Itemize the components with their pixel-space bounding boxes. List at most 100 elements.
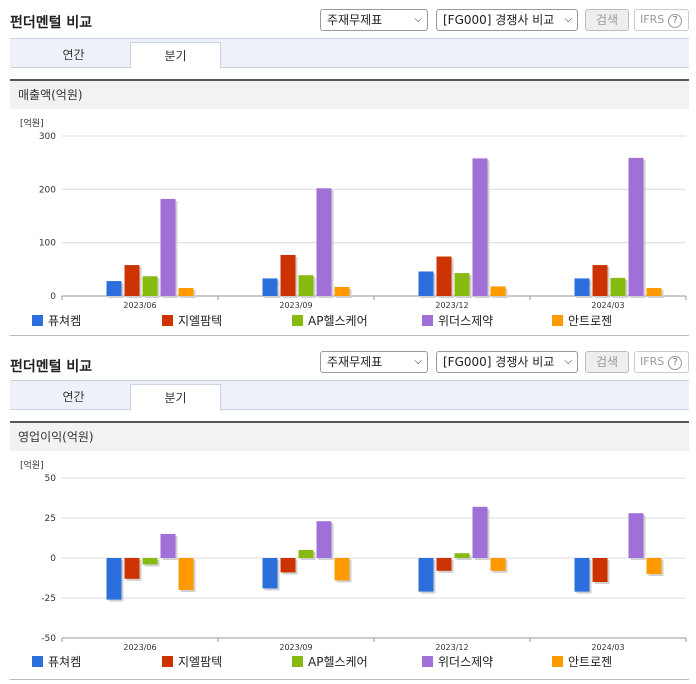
bar[interactable] bbox=[628, 513, 644, 558]
legend-item[interactable]: 위더스제약 bbox=[422, 313, 493, 329]
bar[interactable] bbox=[334, 558, 350, 581]
help-icon[interactable]: ? bbox=[668, 356, 683, 370]
peer-select[interactable]: [FG000] 경쟁사 비교 ⌵ bbox=[436, 9, 578, 31]
y-tick-label: 200 bbox=[39, 185, 56, 195]
legend-swatch bbox=[292, 656, 303, 667]
help-icon[interactable]: ? bbox=[668, 14, 683, 28]
bar[interactable] bbox=[298, 550, 314, 558]
peer-select[interactable]: [FG000] 경쟁사 비교 ⌵ bbox=[436, 351, 578, 373]
statement-select-value: 주재무제표 bbox=[327, 13, 383, 27]
bar[interactable] bbox=[280, 254, 296, 296]
bar[interactable] bbox=[628, 157, 644, 296]
bar[interactable] bbox=[106, 281, 122, 296]
bar[interactable] bbox=[124, 558, 140, 579]
bar[interactable] bbox=[334, 286, 350, 296]
section-title: 펀더멘털 비교 bbox=[10, 359, 93, 375]
tab-quarterly[interactable]: 분기 bbox=[130, 42, 221, 69]
bar[interactable] bbox=[472, 158, 488, 296]
legend-swatch bbox=[422, 315, 433, 326]
ifrs-button[interactable]: IFRS? bbox=[634, 351, 689, 373]
section-title: 펀더멘털 비교 bbox=[10, 15, 93, 31]
bar[interactable] bbox=[178, 288, 194, 296]
divider bbox=[10, 679, 689, 680]
bar[interactable] bbox=[262, 278, 278, 296]
bar[interactable] bbox=[592, 265, 608, 296]
x-tick-label: 2023/12 bbox=[435, 643, 468, 652]
bar[interactable] bbox=[106, 558, 122, 600]
legend-swatch bbox=[292, 315, 303, 326]
panel-title: 매출액(억원) bbox=[10, 79, 689, 109]
y-tick-label: 300 bbox=[39, 132, 56, 142]
peer-select-value: [FG000] 경쟁사 비교 bbox=[443, 13, 555, 27]
bar[interactable] bbox=[316, 188, 332, 296]
chevron-down-icon: ⌵ bbox=[564, 14, 572, 25]
legend-item[interactable]: 위더스제약 bbox=[422, 654, 493, 670]
bar[interactable] bbox=[490, 286, 506, 296]
bar[interactable] bbox=[160, 534, 176, 558]
legend-swatch bbox=[552, 656, 563, 667]
bar[interactable] bbox=[418, 558, 434, 592]
bar[interactable] bbox=[178, 558, 194, 590]
bar[interactable] bbox=[592, 558, 608, 582]
bar[interactable] bbox=[142, 558, 158, 565]
peer-select-value: [FG000] 경쟁사 비교 bbox=[443, 355, 555, 369]
legend-item[interactable]: 지엘팜텍 bbox=[162, 654, 222, 670]
legend-item[interactable]: 퓨쳐켐 bbox=[32, 654, 81, 670]
revenue-chart: [억원] 0 100 200 300 2023/06 2023/09 2023/12 2024/… bbox=[20, 117, 687, 310]
bar[interactable] bbox=[646, 558, 662, 574]
legend-item[interactable]: 안트로젠 bbox=[552, 654, 612, 670]
legend-swatch bbox=[32, 315, 43, 326]
legend-item[interactable]: AP헬스케어 bbox=[292, 313, 368, 329]
y-tick-label: -50 bbox=[41, 634, 56, 644]
bar[interactable] bbox=[142, 276, 158, 296]
operating-profit-chart: [억원] -50 -25 0 25 50 2023/06 2023/09 2023/12 2024… bbox=[20, 459, 687, 652]
bar[interactable] bbox=[436, 558, 452, 571]
tab-quarterly[interactable]: 분기 bbox=[130, 384, 221, 411]
legend-item[interactable]: 안트로젠 bbox=[552, 313, 612, 329]
ifrs-button[interactable]: IFRS? bbox=[634, 9, 689, 31]
legend-label: 지엘팜텍 bbox=[178, 655, 223, 669]
y-tick-label: 0 bbox=[50, 554, 56, 564]
legend-label: 지엘팜텍 bbox=[178, 314, 223, 328]
bar[interactable] bbox=[418, 271, 434, 296]
bar[interactable] bbox=[280, 558, 296, 573]
legend-item[interactable]: 퓨쳐켐 bbox=[32, 313, 81, 329]
y-tick-label: 50 bbox=[45, 474, 57, 484]
x-tick-label: 2023/09 bbox=[279, 643, 312, 652]
bar[interactable] bbox=[436, 256, 452, 296]
search-button[interactable]: 검색 bbox=[585, 9, 629, 31]
bar[interactable] bbox=[262, 558, 278, 589]
bar[interactable] bbox=[454, 273, 470, 296]
bar[interactable] bbox=[574, 558, 590, 592]
tab-annual[interactable]: 연간 bbox=[62, 48, 85, 62]
statement-select[interactable]: 주재무제표 ⌵ bbox=[320, 9, 428, 31]
period-tabs: 연간 분기 bbox=[10, 38, 689, 69]
divider bbox=[10, 335, 689, 336]
bar[interactable] bbox=[646, 288, 662, 296]
y-tick-label: 100 bbox=[39, 239, 56, 249]
chart-legend: 퓨쳐켐 지엘팜텍 AP헬스케어 위더스제약 안트로젠 bbox=[32, 654, 682, 670]
search-button[interactable]: 검색 bbox=[585, 351, 629, 373]
tab-annual[interactable]: 연간 bbox=[62, 390, 85, 404]
legend-item[interactable]: 지엘팜텍 bbox=[162, 313, 222, 329]
legend-item[interactable]: AP헬스케어 bbox=[292, 654, 368, 670]
legend-swatch bbox=[162, 656, 173, 667]
bar[interactable] bbox=[160, 198, 176, 296]
bar[interactable] bbox=[298, 275, 314, 296]
fundamental-section-2: 펀더멘털 비교 주재무제표 ⌵ [FG000] 경쟁사 비교 ⌵ 검색 IFRS? … bbox=[0, 342, 696, 684]
chart-legend: 퓨쳐켐 지엘팜텍 AP헬스케어 위더스제약 안트로젠 bbox=[32, 313, 682, 329]
bar[interactable] bbox=[316, 521, 332, 558]
bar[interactable] bbox=[574, 278, 590, 296]
bar[interactable] bbox=[454, 553, 470, 558]
bar[interactable] bbox=[472, 506, 488, 558]
bar[interactable] bbox=[124, 265, 140, 296]
bar[interactable] bbox=[490, 558, 506, 571]
period-tabs: 연간 분기 bbox=[10, 380, 689, 411]
statement-select[interactable]: 주재무제표 ⌵ bbox=[320, 351, 428, 373]
bar[interactable] bbox=[610, 277, 626, 296]
chevron-down-icon: ⌵ bbox=[414, 14, 422, 25]
y-tick-label: -25 bbox=[41, 594, 56, 604]
y-unit-label: [억원] bbox=[20, 117, 44, 129]
x-tick-label: 2023/06 bbox=[123, 301, 156, 310]
x-tick-label: 2023/06 bbox=[123, 643, 156, 652]
